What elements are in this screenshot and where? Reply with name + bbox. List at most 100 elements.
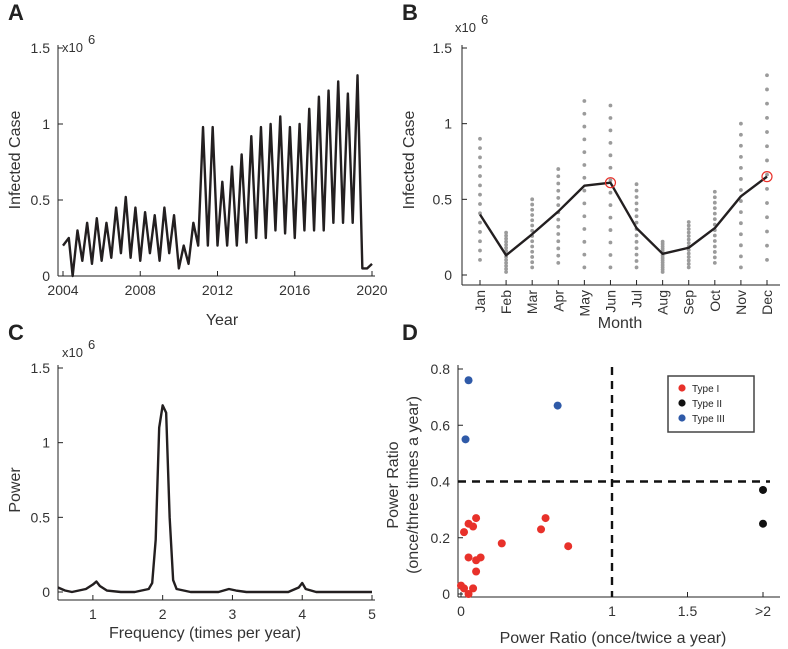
panel-b-scatter-point: [582, 137, 587, 142]
panel-d-y-label-2: (once/three times a year): [405, 396, 422, 574]
panel-b-y-exponent: x10 6: [455, 12, 488, 35]
panel-b-scatter-point: [739, 166, 743, 170]
panel-d-y-tick-label: 0.2: [431, 530, 451, 546]
panel-c-ticks: 1 2 3 4 5 0 0.5 1 1.5: [31, 360, 377, 622]
panel-b-scatter-point: [530, 249, 535, 254]
panel-a-series: [62, 74, 373, 278]
panel-a-series-line: [62, 74, 373, 278]
panel-d-point-type-ii: [759, 485, 767, 494]
panel-d-point-type-i: [460, 528, 469, 537]
panel-d-y-tick-label: 0.6: [431, 417, 451, 433]
panel-b-x-tick-label: Jun: [602, 290, 618, 313]
panel-d-x-tick-label: 1.5: [678, 603, 698, 619]
panel-b-scatter-point: [634, 182, 639, 187]
panel-b-scatter-point: [582, 214, 587, 219]
panel-d-point-type-iii: [464, 376, 473, 385]
panel-b-scatter-point: [556, 260, 561, 265]
panel-b-scatter-point: [556, 224, 561, 229]
panel-a-y-exponent: x10 6: [62, 32, 95, 55]
panel-b-scatter-point: [739, 243, 743, 248]
panel-d-x-tick-label: 1: [608, 603, 616, 619]
panel-b-scatter-point: [765, 115, 769, 120]
panel-d-point-type-i: [497, 539, 506, 548]
panel-b-scatter-point: [478, 239, 482, 244]
panel-d-ticks: 0 1 1.5 >2 0 0.2 0.4 0.6 0.8: [431, 361, 772, 619]
panel-b-scatter-point: [608, 165, 613, 170]
panel-c-exponent-power: 6: [88, 337, 95, 352]
panel-b-scatter-point: [556, 246, 561, 251]
panel-d-point-type-i: [476, 553, 485, 562]
panel-b-scatter-point: [530, 255, 535, 259]
panel-c-series-line: [57, 404, 372, 594]
panel-b-scatter-point: [712, 189, 717, 194]
panel-c-y-tick-label: 1: [42, 435, 50, 451]
panel-b-scatter-point: [765, 144, 769, 149]
panel-b-scatter-point: [634, 220, 639, 225]
panel-b-scatter-point: [765, 201, 769, 205]
panel-c-x-tick-label: 3: [229, 606, 237, 622]
panel-b-scatter-point: [634, 207, 639, 212]
panel-b-series: [478, 171, 773, 257]
panel-b-highlight-marker: [761, 171, 773, 183]
panel-b-scatter-point: [504, 239, 508, 244]
panel-b-scatter-point: [739, 265, 743, 270]
panel-letter-c: C: [8, 320, 24, 345]
panel-b-scatter-point: [739, 199, 743, 203]
panel-a-y-tick-label: 0.5: [31, 192, 51, 208]
panel-b-x-tick-label: Sep: [681, 290, 697, 315]
panel-d-point-type-iii: [461, 435, 470, 444]
panel-b-scatter-point: [582, 227, 587, 231]
panel-letter-b: B: [402, 0, 418, 25]
panel-d-point-type-i: [469, 584, 478, 593]
panel-b-scatter-point: [634, 233, 639, 238]
panel-b-scatter-point: [712, 211, 717, 216]
panel-b-scatter-point: [634, 239, 639, 244]
panel-b-scatter-point: [530, 265, 535, 270]
legend-label-type-i: Type I: [692, 384, 719, 395]
panel-c-y-exponent: x10 6: [62, 337, 95, 360]
panel-b-scatter-point: [765, 243, 769, 248]
panel-a-y-tick-label: 1: [42, 116, 50, 132]
panel-b-scatter-point: [608, 190, 613, 195]
panel-b-scatter-point: [582, 111, 587, 116]
panel-b-scatter-point: [608, 103, 613, 108]
panel-b-scatter-point: [478, 146, 482, 151]
panel-b-scatter-point: [478, 192, 482, 197]
panel-d-point-type-i: [464, 590, 473, 598]
panel-a-x-tick-label: 2012: [202, 282, 233, 298]
panel-c-y-tick-label: 0: [42, 584, 50, 600]
panel-b-x-tick-label: Nov: [733, 290, 749, 315]
panel-a-y-tick-label: 1.5: [31, 40, 51, 56]
panel-b-x-tick-label: Apr: [550, 290, 566, 312]
panel-b-scatter-point: [686, 262, 691, 266]
panel-c-y-label: Power: [7, 467, 24, 513]
panel-b-scatter-point: [504, 230, 508, 235]
panel-b-y-tick-label: 1.5: [433, 40, 453, 56]
panel-b-scatter-point: [739, 132, 743, 137]
panel-b-scatter-point: [530, 228, 535, 233]
panel-b-x-tick-label: Jul: [629, 290, 645, 308]
panel-b-scatter-point: [582, 201, 587, 206]
panel-b-scatter-point: [556, 239, 561, 244]
panel-b-scatter-point: [478, 136, 482, 141]
panel-b-scatter-point: [765, 158, 769, 163]
panel-b-scatter-point: [608, 240, 613, 245]
panel-b-scatter-point: [504, 267, 508, 271]
panel-b-y-tick-label: 0.5: [433, 191, 453, 207]
panel-b-scatter-point: [478, 230, 482, 234]
panel-b-scatter-point: [608, 228, 613, 232]
panel-d-x-tick-label: 0: [457, 603, 465, 619]
panel-b: B x10 6 0 0.5 1 1.5 Jan Feb Mar Apr May Jun Jul Aug…: [401, 0, 780, 332]
panel-b-x-tick-label: Feb: [498, 290, 514, 314]
panel-b-scatter-point: [634, 201, 639, 206]
panel-b-scatter-point: [686, 223, 691, 228]
panel-b-scatter-point: [504, 236, 508, 241]
panel-b-scatter-point: [608, 203, 613, 208]
panel-b-scatter-point: [712, 206, 717, 211]
panel-a-ticks: 2004 2008 2012 2016 2020 0 0.5 1 1.5: [31, 40, 388, 298]
panel-d-point-type-i: [472, 567, 481, 576]
panel-b-scatter-point: [686, 234, 691, 238]
panel-a-exponent-power: 6: [88, 32, 95, 47]
legend-marker-type-iii: [678, 414, 686, 422]
panel-b-scatter-point: [634, 259, 639, 263]
